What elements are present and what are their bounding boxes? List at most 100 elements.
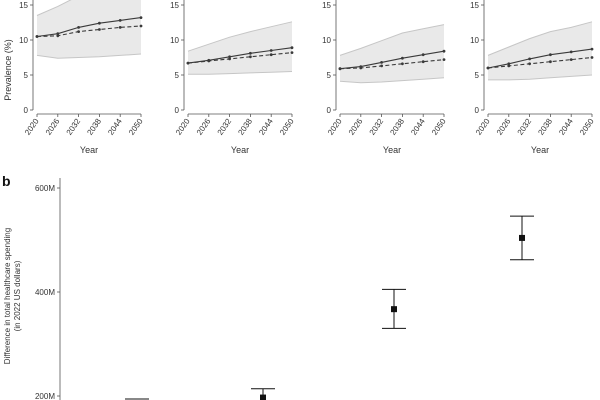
x-tick-label: 2050 (430, 117, 448, 137)
y-tick-label: 15 (19, 1, 28, 10)
series-point (98, 21, 101, 25)
series-point (35, 35, 39, 38)
series-point (442, 58, 446, 61)
series-point (228, 55, 232, 59)
x-tick-label: 2044 (106, 117, 124, 137)
series-point (77, 30, 80, 33)
series-point (507, 64, 511, 68)
x-tick-label: 2020 (474, 117, 492, 137)
panel-b-label: b (2, 173, 11, 189)
series-point (269, 49, 273, 52)
y-tick-label: 200M (35, 392, 55, 400)
y-tick-label: 10 (170, 36, 179, 45)
uncertainty-band (188, 21, 292, 75)
x-tick-label: 2050 (278, 117, 296, 137)
band-lower-edge (188, 71, 293, 75)
x-tick-label: 2044 (257, 117, 275, 137)
x-axis-label: Year (531, 145, 549, 155)
band-upper-edge (36, 0, 72, 16)
series-point (569, 50, 573, 54)
prevalence-panel-1: 0 5 10 15 2020 2026 2032 2038 2044 2050 Year Preval… (3, 0, 145, 155)
y-tick-label: 10 (322, 36, 331, 45)
series-point (269, 53, 273, 57)
y-tick-label: 10 (470, 36, 479, 45)
series-point (56, 34, 60, 38)
x-tick-label: 2026 (347, 117, 365, 137)
band-upper-edge (187, 21, 293, 52)
solid-series-line (36, 17, 142, 38)
series-point (590, 56, 594, 59)
y-tick-label: 15 (170, 1, 179, 10)
y-axis-label-line-1: Difference in total healthcare spending (3, 228, 12, 364)
series-point (186, 61, 190, 65)
uncertainty-band (340, 24, 444, 83)
x-tick-label: 2020 (174, 117, 192, 137)
x-tick-label: 2038 (388, 117, 406, 137)
band-lower-edge (339, 77, 445, 84)
x-tick-label: 2050 (127, 117, 145, 137)
series-point (401, 62, 404, 66)
estimate-4 (510, 215, 534, 261)
series-point (359, 66, 363, 70)
x-tick-label: 2026 (44, 117, 62, 137)
x-tick-label: 2044 (409, 117, 427, 137)
x-tick-label: 2038 (85, 117, 103, 137)
x-tick-label: 2050 (578, 117, 596, 137)
y-tick-label: 10 (19, 36, 28, 45)
x-tick-label: 2020 (23, 117, 41, 137)
prevalence-panel-3: 0 5 10 15 2020 2026 2032 2038 2044 2050 Year (322, 0, 448, 155)
dashed-series-line (36, 25, 142, 38)
x-tick-label: 2038 (236, 117, 254, 137)
prevalence-panel-4: 0 5 10 15 2020 2026 2032 2038 2044 2050 Year (470, 0, 596, 155)
y-tick-label: 5 (175, 71, 180, 80)
x-tick-label: 2032 (368, 117, 386, 137)
x-tick-label: 2026 (195, 117, 213, 137)
prevalence-panel-2: 0 5 10 15 2020 2026 2032 2038 2044 2050 Year (170, 0, 296, 155)
x-tick-label: 2032 (65, 117, 83, 137)
estimate-3 (382, 288, 406, 329)
y-tick-label: 15 (322, 1, 331, 10)
x-axis-label: Year (383, 145, 401, 155)
x-tick-label: 2032 (216, 117, 234, 137)
band-lower-edge (36, 53, 142, 59)
y-tick-label: 15 (470, 1, 479, 10)
x-axis-label: Year (80, 145, 98, 155)
mean-marker (260, 394, 266, 400)
series-point (290, 46, 294, 50)
series-point (421, 53, 425, 57)
estimate-2 (251, 388, 275, 400)
series-point (421, 60, 425, 64)
solid-series-line (487, 48, 593, 69)
series-point (338, 67, 342, 71)
series-point (56, 32, 60, 36)
solid-series-line (339, 50, 445, 70)
series-point (98, 28, 101, 31)
x-tick-label: 2026 (495, 117, 513, 137)
series-point (249, 55, 252, 59)
y-tick-label: 0 (175, 106, 180, 115)
series-point (507, 62, 511, 66)
series-point (139, 16, 143, 19)
mean-marker (391, 306, 397, 313)
y-axis-label: Prevalence (%) (3, 39, 13, 101)
series-point (590, 47, 594, 51)
series-point (549, 53, 552, 57)
series-point (207, 59, 211, 63)
series-point (249, 51, 252, 55)
y-tick-label: 400M (35, 288, 55, 297)
series-point (290, 51, 294, 54)
series-point (118, 19, 122, 22)
x-axis-label: Year (231, 145, 249, 155)
series-point (528, 57, 531, 61)
dashed-series-line (339, 59, 445, 70)
series-point (380, 64, 383, 68)
series-point (442, 49, 446, 53)
series-point (380, 61, 383, 64)
y-tick-label: 600M (35, 184, 55, 193)
series-point (77, 26, 80, 29)
y-tick-label: 5 (327, 71, 332, 80)
dashed-series-line (187, 52, 293, 64)
series-point (228, 57, 232, 61)
series-point (486, 66, 490, 70)
